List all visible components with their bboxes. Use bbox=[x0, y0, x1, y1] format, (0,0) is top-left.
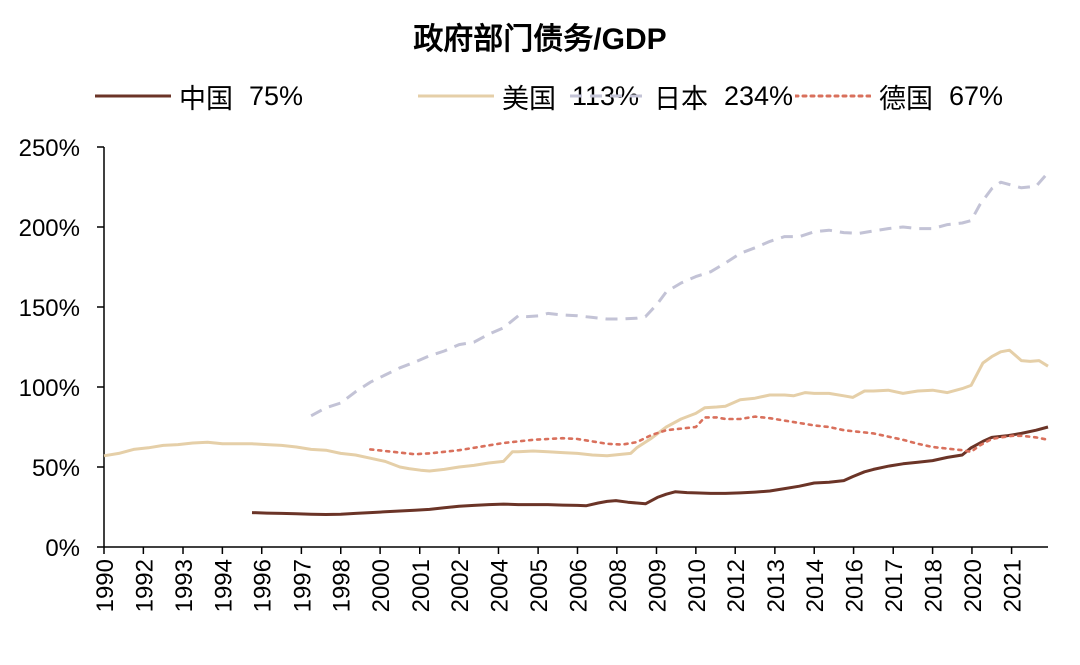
y-tick-label: 200% bbox=[19, 215, 80, 242]
series-line-1 bbox=[103, 348, 1049, 473]
x-tick-label: 2016 bbox=[842, 559, 869, 612]
legend-series-name: 美国 bbox=[502, 83, 556, 114]
legend-swatch bbox=[795, 94, 871, 98]
x-tick-label: 2002 bbox=[447, 559, 474, 612]
x-tick-label: 2008 bbox=[605, 559, 632, 612]
x-tick-label: 1994 bbox=[210, 559, 237, 612]
x-tick-label: 2004 bbox=[486, 559, 513, 612]
legend: 中国 75% 美国 113% 日本 234% 德国 67% bbox=[95, 78, 1055, 114]
series-line-3 bbox=[369, 415, 1050, 456]
x-tick-label: 2010 bbox=[684, 559, 711, 612]
legend-series-value: 113% bbox=[572, 80, 640, 111]
legend-item-1: 美国 113% bbox=[418, 78, 639, 114]
legend-series-value: 75% bbox=[249, 80, 304, 111]
legend-item-3: 德国 67% bbox=[795, 78, 1003, 114]
x-tick-label: 2021 bbox=[1000, 559, 1027, 612]
x-tick-label: 2000 bbox=[368, 559, 395, 612]
legend-series-value: 67% bbox=[949, 80, 1004, 111]
x-tick-label: 2017 bbox=[881, 559, 908, 612]
x-tick-label: 2005 bbox=[526, 559, 553, 612]
legend-item-0: 中国 75% bbox=[95, 78, 303, 114]
legend-swatch bbox=[418, 94, 494, 98]
x-tick-label: 1998 bbox=[329, 559, 356, 612]
x-tick-label: 2018 bbox=[921, 559, 948, 612]
y-tick-label: 150% bbox=[19, 295, 80, 322]
x-tick-label: 1993 bbox=[171, 559, 198, 612]
legend-item-2: 日本 234% bbox=[570, 78, 793, 114]
legend-series-name: 德国 bbox=[879, 83, 933, 114]
y-axis: 0% 50% 100% 150% 200% 250% bbox=[19, 135, 104, 562]
x-tick-label: 2006 bbox=[565, 559, 592, 612]
series-lines bbox=[103, 171, 1050, 516]
x-tick-label: 2020 bbox=[960, 559, 987, 612]
y-tick-label: 100% bbox=[19, 375, 80, 402]
legend-swatch bbox=[95, 94, 171, 98]
x-tick-label: 2013 bbox=[763, 559, 790, 612]
series-line-0 bbox=[251, 425, 1049, 516]
legend-swatch bbox=[570, 94, 646, 98]
x-tick-label: 1990 bbox=[92, 559, 119, 612]
x-tick-label: 1992 bbox=[131, 559, 158, 612]
y-tick-label: 250% bbox=[19, 135, 80, 162]
legend-series-name: 中国 bbox=[179, 83, 233, 114]
x-tick-label: 1997 bbox=[289, 559, 316, 612]
y-tick-label: 50% bbox=[32, 455, 80, 482]
x-tick-label: 2014 bbox=[802, 559, 829, 612]
series-line-2 bbox=[310, 171, 1050, 418]
y-tick-label: 0% bbox=[45, 535, 80, 562]
legend-series-name: 日本 bbox=[654, 83, 708, 114]
x-tick-label: 2009 bbox=[644, 559, 671, 612]
chart-title: 政府部门债务/GDP bbox=[413, 23, 667, 56]
x-axis: 1990 1992 1993 1994 1996 1997 1998 2000 2001 2002… bbox=[92, 547, 1027, 612]
x-tick-label: 2012 bbox=[723, 559, 750, 612]
x-tick-label: 1996 bbox=[250, 559, 277, 612]
legend-series-value: 234% bbox=[724, 80, 794, 111]
x-tick-label: 2001 bbox=[408, 559, 435, 612]
